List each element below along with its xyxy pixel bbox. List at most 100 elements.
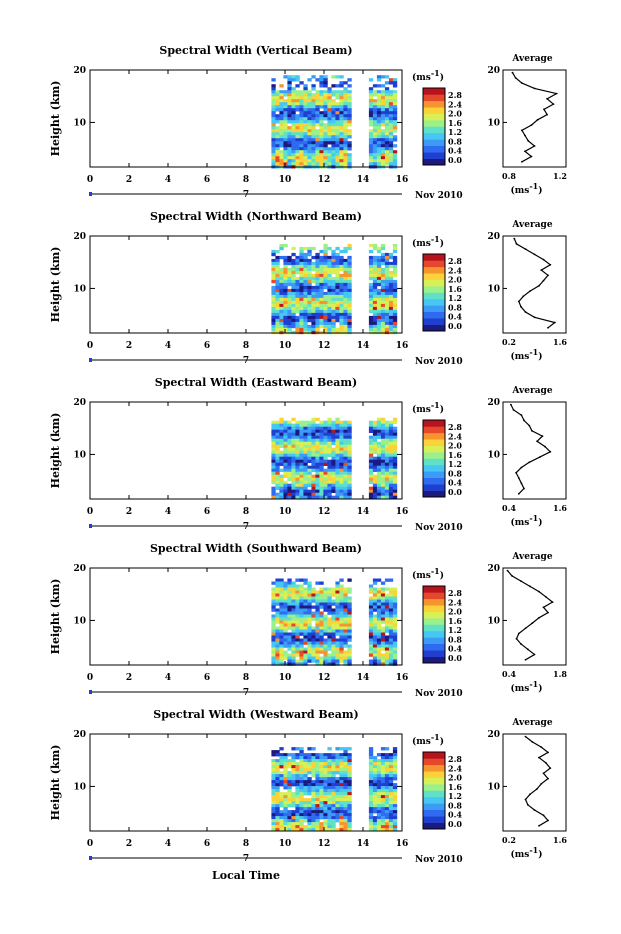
heatmap-cell: [307, 638, 312, 642]
heatmap-cell: [271, 456, 276, 460]
heatmap-cell: [331, 318, 336, 323]
heatmap-cell: [315, 285, 320, 290]
heatmap-cell: [327, 285, 332, 290]
heatmap-cell: [327, 620, 332, 624]
heatmap-cell: [283, 441, 288, 445]
heatmap-cell: [392, 318, 398, 323]
heatmap-cell: [319, 762, 324, 766]
heatmap-cell: [388, 590, 394, 594]
heatmap-cell: [275, 90, 280, 94]
heatmap-cell: [388, 641, 394, 645]
heatmap-cell: [327, 759, 332, 763]
heatmap-cell: [279, 629, 284, 633]
heatmap-cell: [384, 783, 390, 787]
heatmap-cell: [283, 435, 288, 439]
heatmap-cell: [299, 620, 304, 624]
heatmap-cell: [343, 87, 348, 91]
heatmap-cell: [307, 453, 312, 457]
heatmap-cell: [384, 795, 390, 799]
heatmap-cell: [279, 423, 284, 427]
heatmap-cell: [372, 120, 378, 124]
heatmap-cell: [380, 783, 386, 787]
heatmap-cell: [295, 420, 300, 424]
heatmap-cell: [287, 303, 292, 308]
heatmap-cell: [380, 312, 386, 317]
heatmap-cell: [275, 753, 280, 757]
heatmap-cell: [319, 105, 324, 109]
heatmap-cell: [343, 300, 348, 305]
heatmap-cell: [372, 626, 378, 630]
heatmap-cell: [279, 156, 284, 160]
heatmap-cell: [376, 471, 382, 475]
heatmap-cell: [392, 102, 398, 106]
heatmap-cell: [327, 150, 332, 154]
heatmap-cell: [331, 423, 336, 427]
heatmap-cell: [287, 617, 292, 621]
heatmap-cell: [271, 804, 276, 808]
heatmap-cell: [392, 813, 398, 817]
heatmap-cell: [315, 480, 320, 484]
heatmap-cell: [315, 78, 320, 82]
heatmap-cell: [319, 489, 324, 493]
heatmap-cell: [315, 635, 320, 639]
colorbar-tick-label: 2.4: [448, 431, 462, 441]
heatmap-cell: [291, 246, 296, 251]
heatmap-cell: [347, 123, 352, 127]
heatmap-cell: [307, 324, 312, 329]
heatmap-cell: [368, 753, 374, 757]
heatmap-cell: [388, 635, 394, 639]
heatmap-cell: [315, 653, 320, 657]
heatmap-cell: [343, 432, 348, 436]
heatmap-cell: [275, 477, 280, 481]
heatmap-cell: [368, 777, 374, 781]
heatmap-cell: [380, 786, 386, 790]
heatmap-cell: [372, 495, 378, 499]
heatmap-cell: [291, 444, 296, 448]
heatmap-cell: [331, 623, 336, 627]
heatmap-cell: [271, 656, 276, 660]
heatmap-cell: [388, 297, 394, 302]
heatmap-cell: [287, 99, 292, 103]
heatmap-cell: [347, 297, 352, 302]
heatmap-cell: [323, 495, 328, 499]
heatmap-cell: [291, 306, 296, 311]
heatmap-cell: [335, 144, 340, 148]
heatmap-cell: [347, 632, 352, 636]
heatmap-cell: [283, 662, 288, 666]
heatmap-cell: [319, 420, 324, 424]
heatmap-cell: [388, 486, 394, 490]
heatmap-cell: [271, 653, 276, 657]
heatmap-cell: [307, 644, 312, 648]
heatmap-cell: [311, 306, 316, 311]
heatmap-cell: [303, 605, 308, 609]
heatmap-cell: [323, 315, 328, 320]
heatmap-cell: [368, 489, 374, 493]
x-tick-label: 10: [279, 341, 292, 351]
average-profile-point: [521, 129, 523, 132]
heatmap-cell: [335, 608, 340, 612]
heatmap-cell: [315, 620, 320, 624]
heatmap-cell: [384, 765, 390, 769]
heatmap-cell: [295, 99, 300, 103]
heatmap-cell: [299, 162, 304, 166]
heatmap-cell: [275, 468, 280, 472]
heatmap-cell: [287, 608, 292, 612]
heatmap-cell: [291, 608, 296, 612]
heatmap-cell: [380, 644, 386, 648]
heatmap-cell: [331, 777, 336, 781]
heatmap-cell: [388, 309, 394, 314]
heatmap-cell: [271, 828, 276, 832]
heatmap-cell: [303, 273, 308, 278]
heatmap-cell: [372, 321, 378, 326]
heatmap-cell: [372, 99, 378, 103]
colorbar-tick-label: 2.0: [448, 275, 462, 285]
heatmap-cell: [271, 617, 276, 621]
heatmap-cell: [319, 255, 324, 260]
heatmap-cell: [335, 120, 340, 124]
heatmap-cell: [376, 593, 382, 597]
colorbar-swatch: [423, 305, 445, 312]
heatmap-cell: [287, 623, 292, 627]
heatmap-cell: [319, 590, 324, 594]
heatmap-cell: [319, 587, 324, 591]
heatmap-cell: [323, 258, 328, 263]
